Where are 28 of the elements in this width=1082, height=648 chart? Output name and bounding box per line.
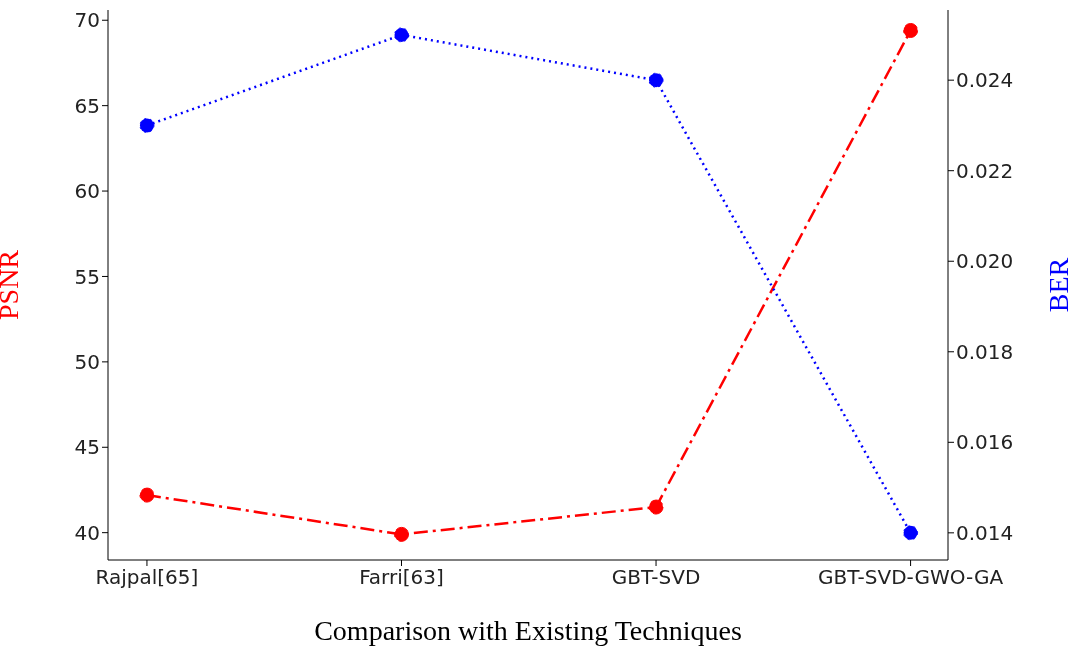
y2-axis-title: BER (1042, 257, 1074, 313)
y-axis-title: PSNR (0, 249, 24, 321)
y2-tick-label: 0.020 (956, 249, 1014, 274)
point (903, 23, 919, 38)
point (139, 487, 155, 503)
y2-tick-label: 0.022 (956, 158, 1014, 183)
point (903, 525, 919, 541)
x-tick-label: GBT-SVD-GWO-GA (817, 565, 1004, 590)
point (648, 72, 664, 88)
point (393, 27, 409, 43)
point (139, 117, 155, 133)
y2-tick-label: 0.024 (956, 68, 1014, 93)
y2-tick-label: 0.018 (956, 339, 1014, 364)
x-tick-label: Farri[63] (359, 565, 444, 590)
x-tick-label: Rajpal[65] (95, 565, 199, 590)
x-axis-title: Comparison with Existing Techniques (314, 615, 742, 646)
y-tick-label: 50 (74, 349, 100, 374)
y-tick-label: 65 (74, 93, 100, 118)
y-tick-label: 55 (74, 264, 100, 289)
y-tick-label: 60 (74, 179, 100, 204)
y-tick-label: 40 (74, 520, 100, 545)
y-tick-label: 70 (74, 8, 100, 33)
point (648, 499, 664, 515)
x-tick-label: GBT-SVD (611, 565, 701, 590)
y2-tick-label: 0.014 (956, 520, 1014, 545)
y2-tick-label: 0.016 (956, 430, 1014, 455)
point (393, 526, 409, 542)
y-tick-label: 45 (74, 435, 100, 460)
